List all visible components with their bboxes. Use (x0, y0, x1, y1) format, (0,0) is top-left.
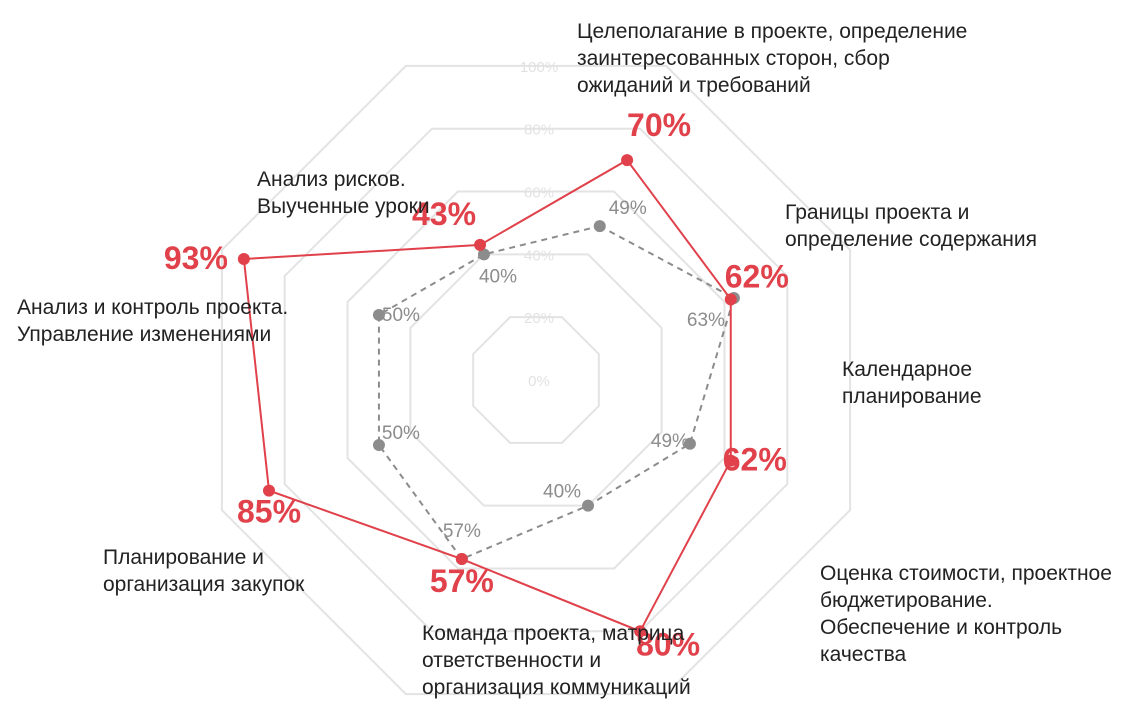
category-label-procurement: Планирование и организация закупок (103, 546, 305, 596)
radar-grid (220, 64, 852, 696)
series-0-point-1 (724, 293, 737, 306)
series-0-point-7 (474, 238, 487, 251)
category-label-team-communication: Команда проекта, матрица ответственности… (422, 622, 691, 699)
series-0-point-5 (262, 484, 275, 497)
category-label-risks-lessons: Анализ рисков. Выученные уроки (257, 168, 430, 218)
category-label-cost-quality: Оценка стоимости, проектное бюджетирован… (820, 562, 1112, 666)
tick-label: 0% (528, 373, 550, 390)
category-label-scope: Границы проекта и определение содержания (785, 201, 1037, 251)
value-label-red-7: 43% (412, 196, 476, 232)
series-1-point-3 (582, 499, 595, 512)
series-0-point-2 (724, 454, 737, 467)
tick-label: 20% (524, 310, 554, 327)
series-1-point-0 (593, 220, 606, 233)
value-label-grey-4: 57% (443, 521, 481, 542)
value-label-grey-1: 63% (687, 310, 725, 331)
series-line-0 (242, 158, 732, 633)
value-label-red-1: 62% (725, 258, 789, 294)
value-label-red-0: 70% (627, 107, 691, 143)
value-label-grey-5: 50% (382, 423, 420, 444)
grid-ring-80 (283, 127, 789, 633)
tick-label: 80% (524, 122, 554, 139)
category-label-goal-setting: Целеполагание в проекте, определение заи… (577, 20, 968, 97)
series-1-point-5 (372, 439, 385, 452)
series-0-point-4 (455, 553, 468, 566)
radar-series (237, 154, 740, 638)
series-1-point-2 (683, 437, 696, 450)
value-label-red-3: 80% (636, 626, 700, 662)
radar-tick-labels: 0% 20% 40% 60% 80% 100% (520, 59, 558, 390)
series-line-1 (377, 225, 736, 561)
series-1-point-6 (372, 308, 385, 321)
series-0-point-3 (634, 625, 647, 638)
series-1-point-7 (477, 248, 490, 261)
radar-value-labels: 70% 62% 62% 80% 57% 85% 93% 43% 49% 63% 49% 40% 57% 5… (164, 107, 789, 662)
value-label-grey-3: 40% (543, 482, 581, 503)
value-label-red-6: 93% (164, 240, 228, 276)
grid-ring-60 (346, 190, 726, 570)
tick-label: 60% (524, 185, 554, 202)
grid-ring-40 (409, 253, 663, 507)
value-label-grey-2: 49% (651, 431, 689, 452)
value-label-red-2: 62% (723, 442, 787, 478)
tick-label: 100% (520, 59, 558, 76)
grid-ring-20 (472, 316, 600, 444)
value-label-grey-6: 50% (382, 305, 420, 326)
value-label-grey-0: 49% (609, 198, 647, 219)
value-label-red-5: 85% (237, 494, 301, 530)
value-label-red-4: 57% (430, 563, 494, 599)
category-label-control-changes: Анализ и контроль проекта. Управление из… (17, 296, 289, 346)
grid-ring-100 (220, 64, 852, 696)
category-label-scheduling: Календарное планирование (842, 358, 982, 408)
series-0-point-0 (621, 154, 634, 167)
tick-label: 40% (524, 247, 554, 264)
series-0-point-6 (237, 252, 250, 265)
value-label-grey-7: 40% (479, 266, 517, 287)
